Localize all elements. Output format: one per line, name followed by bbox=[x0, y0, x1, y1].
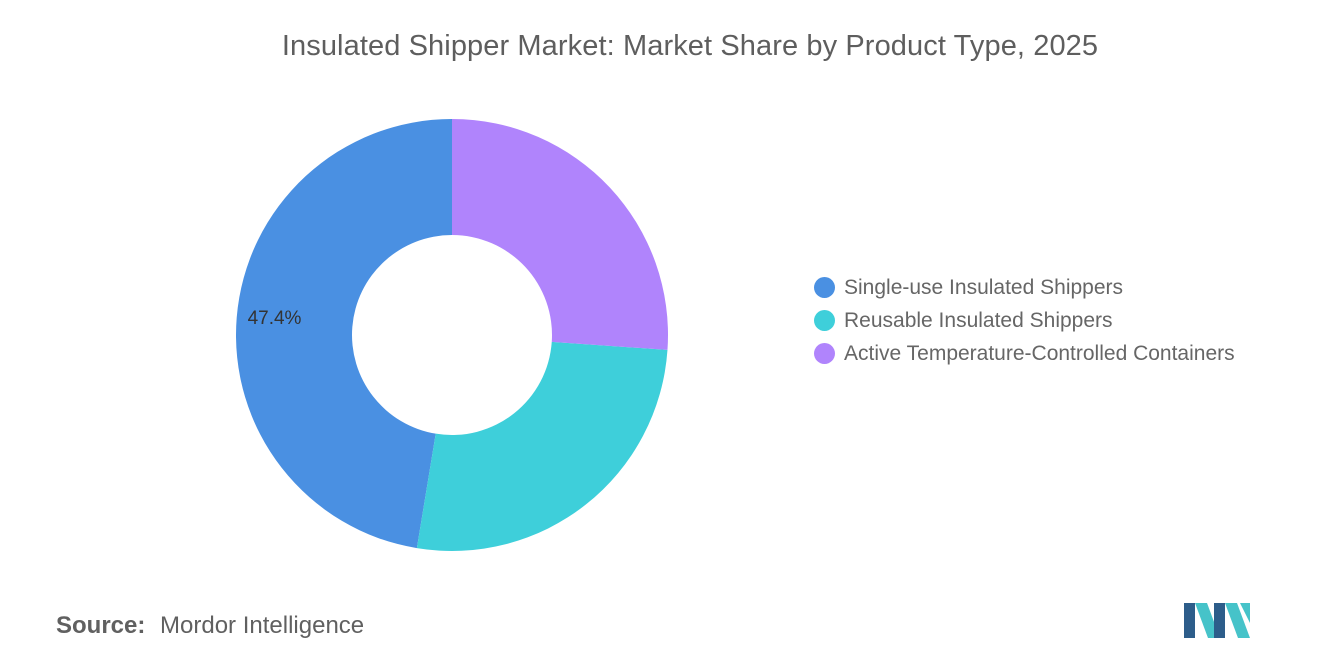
source-value: Mordor Intelligence bbox=[160, 612, 365, 639]
logo-bar-left bbox=[1184, 603, 1195, 638]
logo-bar-middle bbox=[1214, 603, 1225, 638]
logo-bar-diagonal-2 bbox=[1225, 603, 1250, 638]
donut-slice-1 bbox=[236, 119, 452, 549]
legend-label-3: Active Temperature-Controlled Containers bbox=[844, 341, 1235, 365]
logo-bar-diagonal bbox=[1195, 603, 1220, 638]
legend-item-3: Active Temperature-Controlled Containers bbox=[814, 337, 1235, 370]
logo-bar-right bbox=[1240, 603, 1250, 623]
legend-label-2: Reusable Insulated Shippers bbox=[844, 308, 1113, 332]
legend-item-1: Single-use Insulated Shippers bbox=[814, 271, 1235, 304]
chart-title: Insulated Shipper Market: Market Share b… bbox=[281, 30, 1099, 62]
chart-legend: Single-use Insulated Shippers Reusable In… bbox=[814, 271, 1235, 370]
legend-label-1: Single-use Insulated Shippers bbox=[844, 275, 1124, 299]
donut-slice-3 bbox=[452, 119, 668, 350]
donut-slice-label-1: 47.4% bbox=[248, 308, 302, 329]
legend-item-2: Reusable Insulated Shippers bbox=[814, 304, 1235, 337]
legend-swatch-3 bbox=[814, 343, 835, 364]
donut-slice-2 bbox=[416, 341, 668, 551]
source-label: Source: bbox=[56, 612, 146, 639]
legend-swatch-2 bbox=[814, 310, 835, 331]
mordor-intelligence-logo-icon bbox=[1184, 603, 1250, 638]
source-line: Source: Mordor Intelligence bbox=[56, 612, 364, 640]
legend-swatch-1 bbox=[814, 277, 835, 298]
